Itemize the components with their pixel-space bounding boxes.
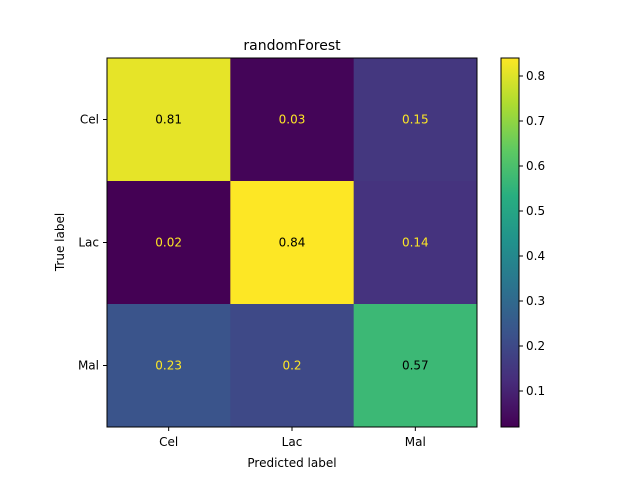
cell-value-label: 0.02	[155, 236, 182, 250]
heatmap-cell	[353, 304, 478, 428]
heatmap-cell	[107, 58, 231, 182]
x-tick-label: Cel	[159, 435, 178, 449]
x-axis-title: Predicted label	[247, 456, 336, 470]
heatmap-cell	[353, 181, 478, 305]
x-tick-label: Lac	[282, 435, 303, 449]
colorbar-tick-label: 0.3	[526, 294, 545, 308]
colorbar-tick-label: 0.7	[526, 114, 545, 128]
colorbar-tick-label: 0.5	[526, 204, 545, 218]
cell-value-label: 0.03	[279, 113, 306, 127]
colorbar	[500, 57, 520, 428]
y-axis-ticks: Cel Lac Mal	[78, 113, 107, 373]
x-tick-label: Mal	[405, 435, 426, 449]
cell-value-label: 0.14	[402, 236, 429, 250]
cell-value-label: 0.57	[402, 359, 429, 373]
y-tick-label: Mal	[78, 359, 99, 373]
chart-title: randomForest	[243, 38, 341, 54]
heatmap-cell	[230, 304, 355, 428]
y-axis-title: True label	[53, 213, 67, 272]
colorbar-tick-label: 0.4	[526, 249, 545, 263]
colorbar-ticks: 0.1 0.2 0.3 0.4 0.5 0.6 0.7 0.8	[519, 69, 545, 398]
y-tick-label: Cel	[80, 113, 99, 127]
cell-value-label: 0.15	[402, 113, 429, 127]
colorbar-tick-label: 0.2	[526, 339, 545, 353]
cell-value-label: 0.23	[155, 359, 182, 373]
cell-value-label: 0.84	[279, 236, 306, 250]
heatmap-cell	[353, 58, 478, 182]
y-tick-label: Lac	[78, 236, 99, 250]
heatmap-cell	[230, 58, 355, 182]
heatmap-cell	[107, 181, 231, 305]
cell-value-label: 0.2	[282, 359, 301, 373]
heatmap-cell	[107, 304, 231, 428]
heatmap-cells: 0.81 0.03 0.15 0.02 0.84 0.14 0.23 0.2 0.57	[107, 58, 478, 428]
heatmap-cell	[230, 181, 355, 305]
x-axis-ticks: Cel Lac Mal	[159, 427, 426, 449]
cell-value-label: 0.81	[155, 113, 182, 127]
colorbar-tick-label: 0.8	[526, 69, 545, 83]
colorbar-tick-label: 0.6	[526, 159, 545, 173]
colorbar-tick-label: 0.1	[526, 384, 545, 398]
